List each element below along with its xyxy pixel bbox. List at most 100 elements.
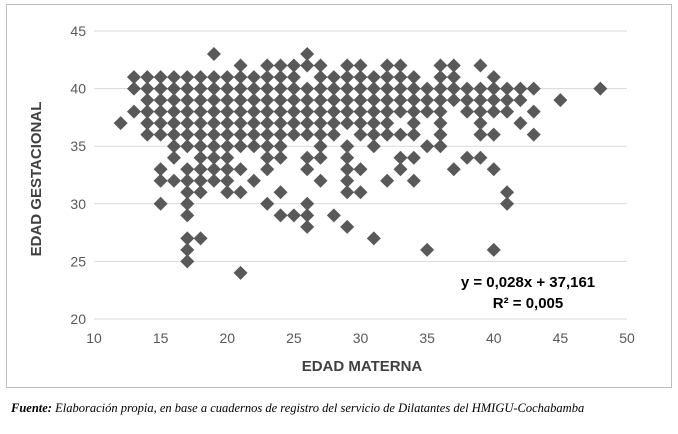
data-point [460,150,475,165]
data-point [486,70,501,85]
x-tick-label: 35 [419,330,435,346]
data-point [366,93,381,108]
x-tick-label: 20 [219,330,235,346]
data-point [340,116,355,131]
data-point [140,70,155,85]
data-point [166,173,181,188]
data-point [206,93,221,108]
data-point [233,93,248,108]
data-point [273,93,288,108]
data-point [206,150,221,165]
data-point [300,219,315,234]
data-point [233,185,248,200]
data-point [353,70,368,85]
y-tick-labels: 20 25 30 35 40 45 [70,23,86,327]
data-point [273,81,288,96]
data-point [393,58,408,73]
data-point [313,58,328,73]
data-point [286,58,301,73]
data-point [260,93,275,108]
data-points [113,47,608,280]
data-point [513,81,528,96]
data-point [393,70,408,85]
data-point [166,104,181,119]
data-point [393,150,408,165]
data-point [180,116,195,131]
data-point [340,93,355,108]
y-tick-label: 35 [70,138,86,154]
data-point [513,116,528,131]
r-squared-label: R² = 0,005 [493,295,563,312]
data-point [140,116,155,131]
data-point [473,93,488,108]
data-point [353,93,368,108]
data-point [180,196,195,211]
data-point [220,81,235,96]
data-point [193,185,208,200]
data-point [513,93,528,108]
data-point [433,81,448,96]
y-tick-label: 40 [70,81,86,97]
data-point [500,81,515,96]
figure-source-note: Fuente: Elaboración propia, en base a cu… [11,401,676,416]
data-point [473,58,488,73]
data-point [486,242,501,257]
data-point [233,139,248,154]
data-point [193,104,208,119]
data-point [446,58,461,73]
data-point [366,116,381,131]
data-point [140,104,155,119]
data-point [220,139,235,154]
data-point [300,150,315,165]
data-point [166,139,181,154]
data-point [220,162,235,177]
source-label: Fuente: [11,401,52,415]
y-tick-label: 25 [70,253,86,269]
data-point [246,173,261,188]
data-point [526,127,541,142]
data-point [460,93,475,108]
data-point [220,173,235,188]
data-point [486,104,501,119]
data-point [433,104,448,119]
data-point [166,70,181,85]
data-point [233,116,248,131]
data-point [273,58,288,73]
data-point [340,150,355,165]
data-point [273,116,288,131]
data-point [180,81,195,96]
data-point [353,116,368,131]
data-point [300,196,315,211]
data-point [126,70,141,85]
data-point [340,70,355,85]
data-point [153,116,168,131]
data-point [166,150,181,165]
data-point [313,70,328,85]
data-point [193,162,208,177]
data-point [166,81,181,96]
data-point [206,47,221,62]
data-point [180,208,195,223]
data-point [286,208,301,223]
data-point [193,93,208,108]
data-point [153,81,168,96]
data-point [313,81,328,96]
data-point [166,93,181,108]
data-point [340,81,355,96]
data-point [420,93,435,108]
data-point [353,162,368,177]
data-point [486,127,501,142]
data-point [206,104,221,119]
x-tick-labels: 10 15 20 25 30 35 40 45 50 [86,330,635,346]
data-point [340,58,355,73]
data-point [260,81,275,96]
data-point [380,173,395,188]
data-point [246,104,261,119]
data-point [300,47,315,62]
data-point [180,93,195,108]
data-point [366,81,381,96]
data-point [326,208,341,223]
data-point [126,81,141,96]
data-point [326,81,341,96]
data-point [353,58,368,73]
